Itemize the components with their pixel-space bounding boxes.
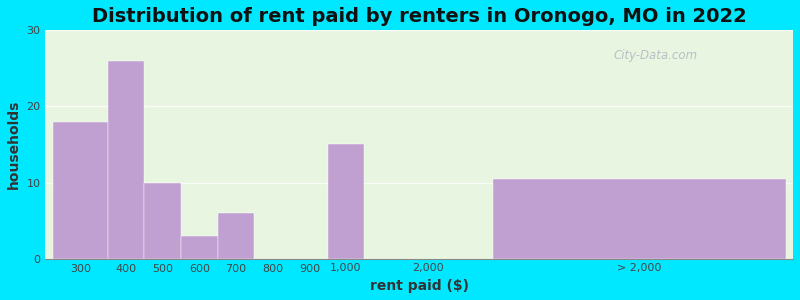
Text: City-Data.com: City-Data.com bbox=[614, 49, 698, 62]
Bar bbox=[108, 61, 145, 259]
Y-axis label: households: households bbox=[7, 100, 21, 189]
Bar bbox=[328, 145, 364, 259]
Bar bbox=[53, 122, 108, 259]
X-axis label: rent paid ($): rent paid ($) bbox=[370, 279, 469, 293]
Bar bbox=[181, 236, 218, 259]
Bar bbox=[493, 179, 786, 259]
Bar bbox=[218, 213, 254, 259]
Bar bbox=[145, 182, 181, 259]
Title: Distribution of rent paid by renters in Oronogo, MO in 2022: Distribution of rent paid by renters in … bbox=[92, 7, 746, 26]
